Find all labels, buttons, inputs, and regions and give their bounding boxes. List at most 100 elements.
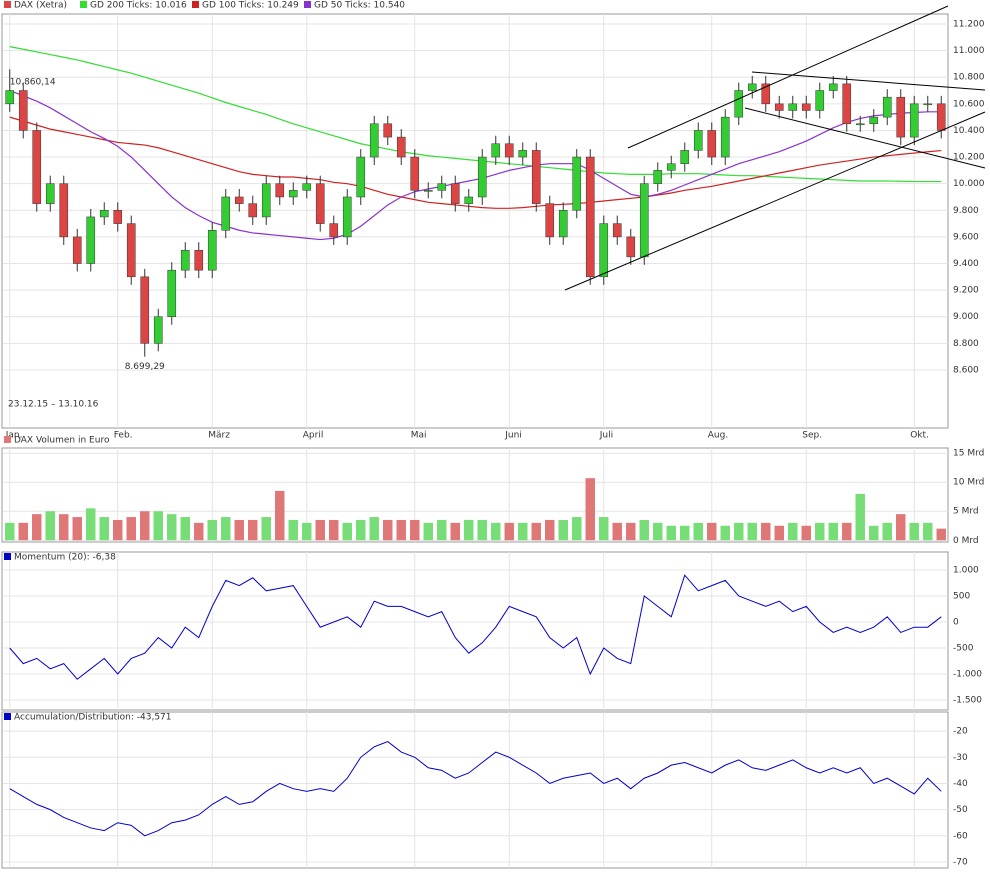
candle-body — [86, 216, 96, 264]
volume-bar — [558, 519, 568, 541]
y-tick-label: 10.000 — [953, 179, 985, 189]
volume-bar — [504, 522, 514, 541]
volume-bar — [801, 525, 811, 541]
volume-bar — [32, 514, 42, 541]
x-tick-label: Aug. — [708, 431, 728, 441]
volume-bar — [302, 522, 312, 541]
volume-bar — [545, 519, 555, 541]
volume-bar — [356, 519, 366, 541]
y-tick-label: 10.200 — [953, 153, 985, 163]
candle-body — [828, 83, 838, 91]
momentum-panel — [1, 551, 949, 711]
candle-body — [221, 196, 231, 231]
volume-bar — [329, 519, 339, 541]
y-tick-label: 500 — [953, 591, 970, 601]
panel-title: DAX Volumen in Euro — [14, 436, 110, 446]
y-tick-label: -50 — [953, 805, 968, 815]
volume-bar — [774, 525, 784, 541]
candle-body — [477, 156, 487, 198]
candle-body — [572, 156, 582, 211]
candle-body — [599, 223, 609, 278]
candle-body — [32, 130, 42, 204]
legend-label: GD 100 Ticks: 10.249 — [202, 1, 299, 11]
price-panel — [1, 13, 949, 429]
candle-body — [234, 196, 244, 204]
volume-bar — [167, 514, 177, 541]
y-tick-label: 8.600 — [953, 365, 979, 375]
candle-body — [923, 103, 933, 106]
volume-bar — [140, 511, 150, 541]
volume-bar — [315, 519, 325, 541]
candle-body — [45, 183, 55, 204]
candle-body — [909, 103, 919, 138]
volume-bar — [936, 528, 946, 541]
candle-body — [869, 116, 879, 125]
volume-bar — [288, 519, 298, 541]
indicator-line — [9, 574, 942, 680]
trend-line — [564, 111, 986, 291]
candle-body — [288, 190, 298, 198]
x-tick-label: April — [303, 431, 324, 441]
volume-bar — [747, 522, 757, 541]
volume-bar — [248, 519, 258, 541]
candle-body — [842, 83, 852, 125]
candle-body — [801, 103, 811, 111]
volume-bar — [72, 517, 82, 541]
y-tick-label: 9.800 — [953, 206, 979, 216]
candle-body — [72, 236, 82, 264]
candle-body — [626, 236, 636, 258]
volume-bar — [869, 525, 879, 541]
candle-body — [275, 183, 285, 198]
candle-body — [383, 123, 393, 138]
legend-swatch — [4, 713, 11, 720]
volume-bar — [923, 522, 933, 541]
volume-bar — [842, 522, 852, 541]
candle-body — [612, 223, 622, 238]
candle-body — [747, 83, 757, 91]
legend-label: GD 50 Ticks: 10.540 — [314, 1, 405, 11]
volume-bar — [815, 522, 825, 541]
volume-bar — [423, 522, 433, 541]
volume-bar — [99, 517, 109, 541]
candle-body — [153, 316, 163, 344]
candle-body — [707, 130, 717, 158]
candle-body — [855, 123, 865, 126]
candle-body — [504, 143, 514, 158]
volume-bar — [410, 519, 420, 541]
candle-body — [882, 96, 892, 118]
candle-body — [329, 223, 339, 238]
volume-bar — [788, 522, 798, 541]
volume-bar — [896, 514, 906, 541]
y-tick-label: -60 — [953, 831, 968, 841]
y-tick-label: 10.600 — [953, 99, 985, 109]
candle-body — [126, 223, 136, 278]
candle-body — [302, 183, 312, 191]
candle-body — [113, 210, 123, 224]
candle-body — [896, 96, 906, 138]
volume-bar — [194, 522, 204, 541]
volume-bar — [207, 519, 217, 541]
candle-body — [815, 90, 825, 111]
legend-swatch — [4, 1, 11, 8]
x-tick-label: Jan. — [5, 431, 23, 441]
annotation: 8.699,29 — [125, 362, 165, 372]
volume-bar — [680, 525, 690, 541]
volume-bar — [18, 522, 28, 541]
y-tick-label: 10 Mrd — [953, 478, 984, 488]
volume-bar — [909, 522, 919, 541]
volume-bar — [518, 522, 528, 541]
y-tick-label: 11.200 — [953, 19, 985, 29]
y-tick-label: 8.800 — [953, 339, 979, 349]
volume-bar — [720, 525, 730, 541]
volume-bar — [396, 519, 406, 541]
y-tick-label: 9.200 — [953, 286, 979, 296]
candle-body — [734, 90, 744, 118]
moving-average — [9, 46, 942, 183]
legend-swatch — [80, 1, 87, 8]
trend-line — [751, 71, 986, 91]
candle-body — [396, 136, 406, 158]
candle-body — [693, 130, 703, 151]
y-tick-label: 9.000 — [953, 312, 979, 322]
y-tick-label: -500 — [953, 644, 974, 654]
